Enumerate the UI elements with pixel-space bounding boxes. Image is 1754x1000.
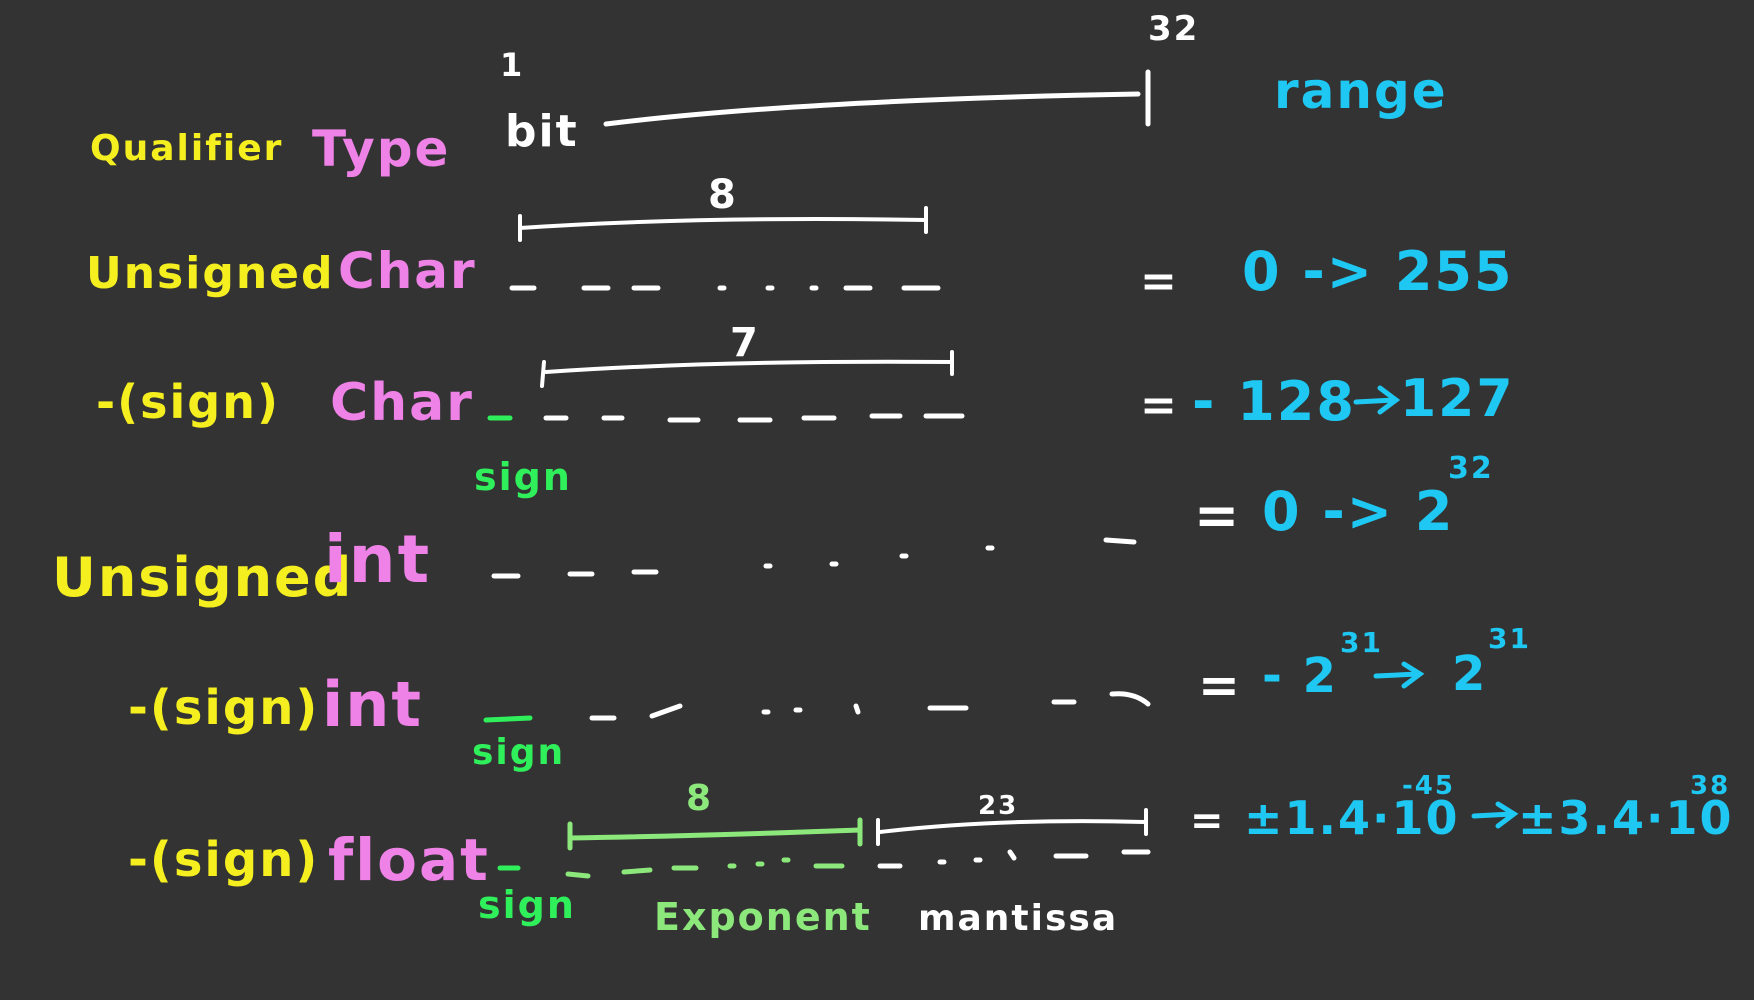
signed-int-range-to: 2 — [1452, 646, 1487, 702]
qualifier-header: Qualifier — [90, 128, 283, 169]
bit-start-label: 1 — [500, 46, 524, 84]
signed-float-range-arrow — [1471, 801, 1519, 829]
signed-int-range-to-exponent: 31 — [1488, 622, 1531, 655]
unsigned-int-equals: = — [1194, 484, 1241, 547]
signed-char-bits — [543, 413, 965, 423]
unsigned-int-range: 0 -> 2 — [1262, 480, 1454, 543]
signed-int-type: int — [322, 668, 423, 741]
signed-int-sign-label: sign — [472, 732, 565, 773]
exponent-label: Exponent — [654, 895, 872, 939]
signed-float-range-to-exponent: 38 — [1690, 771, 1730, 801]
unsigned-int-bits — [491, 537, 1137, 579]
signed-int-equals: = — [1198, 656, 1242, 714]
signed-char-range-arrow — [1353, 385, 1401, 415]
signed-float-type: float — [328, 826, 490, 894]
signed-int-range-arrow — [1373, 661, 1425, 689]
signed-char-sign-label: sign — [474, 455, 572, 499]
signed-char-range-from: - 128 — [1192, 370, 1356, 433]
range-header: range — [1274, 62, 1448, 120]
mantissa-label: mantissa — [918, 898, 1118, 939]
signed-int-qualifier: -(sign) — [128, 680, 319, 736]
mantissa-span-label: 23 — [978, 791, 1018, 821]
signed-int-bits — [589, 691, 1151, 721]
exponent-span-bracket — [567, 817, 863, 851]
signed-float-equals: = — [1190, 798, 1226, 844]
unsigned-char-type: Char — [338, 242, 477, 300]
exponent-span-label: 8 — [686, 778, 713, 819]
signed-char-span-label: 7 — [730, 320, 760, 366]
signed-char-qualifier: -(sign) — [96, 375, 280, 429]
signed-char-span-bracket — [540, 350, 954, 388]
signed-float-sign-label: sign — [478, 883, 576, 927]
mantissa-bits — [877, 849, 1151, 869]
unsigned-int-qualifier: Unsigned — [52, 546, 353, 609]
signed-int-sign-bit — [483, 715, 533, 723]
signed-char-equals: = — [1140, 380, 1179, 431]
unsigned-char-span-bracket — [518, 206, 928, 242]
unsigned-char-equals: = — [1140, 256, 1179, 307]
signed-char-range-to: 127 — [1400, 369, 1515, 429]
signed-float-range-to: ±3.4·10 — [1518, 791, 1734, 845]
signed-float-range-from: ±1.4·10 — [1244, 791, 1460, 845]
signed-char-type: Char — [330, 373, 474, 433]
signed-int-range-from: - 2 — [1262, 648, 1338, 704]
signed-float-range-from-exponent: -45 — [1402, 771, 1455, 801]
bit-header: bit — [505, 106, 579, 157]
signed-float-qualifier: -(sign) — [128, 832, 319, 888]
exponent-bits — [565, 857, 845, 879]
type-header: Type — [312, 120, 450, 178]
unsigned-int-range-exponent: 32 — [1448, 451, 1494, 486]
signed-int-range-from-exponent: 31 — [1340, 626, 1383, 659]
bit-width-line — [603, 91, 1141, 127]
unsigned-char-range: 0 -> 255 — [1242, 240, 1514, 303]
unsigned-int-type: int — [324, 521, 431, 598]
unsigned-char-qualifier: Unsigned — [86, 248, 334, 299]
mantissa-span-bracket — [876, 808, 1148, 846]
unsigned-char-span-label: 8 — [708, 172, 738, 218]
bit-end-label: 32 — [1148, 9, 1199, 49]
